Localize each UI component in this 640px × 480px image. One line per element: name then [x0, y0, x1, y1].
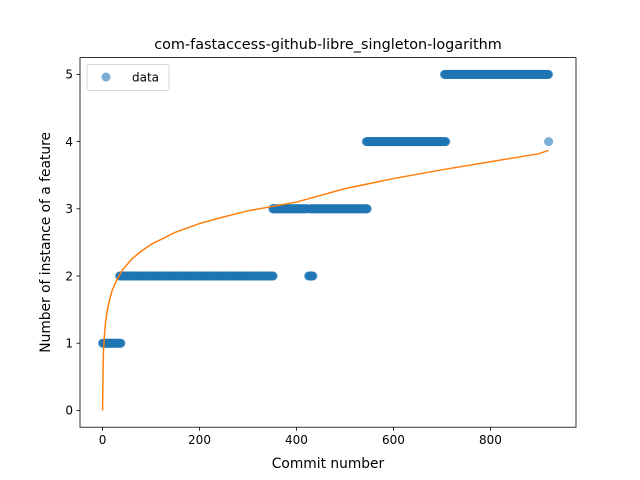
x-axis-label: Commit number: [272, 456, 385, 472]
chart-title: com-fastaccess-github-libre_singleton-lo…: [154, 37, 502, 53]
data-point: [362, 204, 372, 214]
data-point: [308, 271, 318, 281]
y-axis-ticks: 0 1 2 3 4 5: [65, 68, 80, 418]
y-tick-label: 0: [65, 404, 73, 418]
y-tick-label: 1: [65, 337, 73, 351]
fit-curve: [101, 149, 549, 411]
data-point: [441, 137, 451, 147]
legend: data: [86, 64, 170, 91]
y-axis-label: Number of instance of a feature: [38, 132, 54, 353]
y-tick-label: 5: [65, 68, 73, 82]
fit-layer: [101, 149, 549, 411]
x-tick-label: 200: [188, 433, 211, 447]
y-tick-label: 3: [65, 202, 73, 216]
x-axis-ticks: 0 200 400 600 800: [99, 427, 502, 447]
x-tick-label: 400: [285, 433, 308, 447]
x-tick-label: 800: [479, 433, 502, 447]
legend-label-data: data: [132, 71, 159, 85]
plot-area: [80, 57, 576, 428]
legend-box: [86, 64, 170, 91]
y-tick-label: 4: [65, 135, 73, 149]
data-point: [544, 137, 554, 147]
data-layer: [98, 69, 554, 348]
x-tick-label: 600: [382, 433, 405, 447]
legend-marker-data: [101, 72, 111, 82]
plot-frame: [79, 57, 577, 428]
data-point: [544, 69, 554, 79]
x-tick-label: 0: [99, 433, 107, 447]
y-tick-label: 2: [65, 269, 73, 283]
data-point: [116, 338, 126, 348]
data-point: [268, 271, 278, 281]
